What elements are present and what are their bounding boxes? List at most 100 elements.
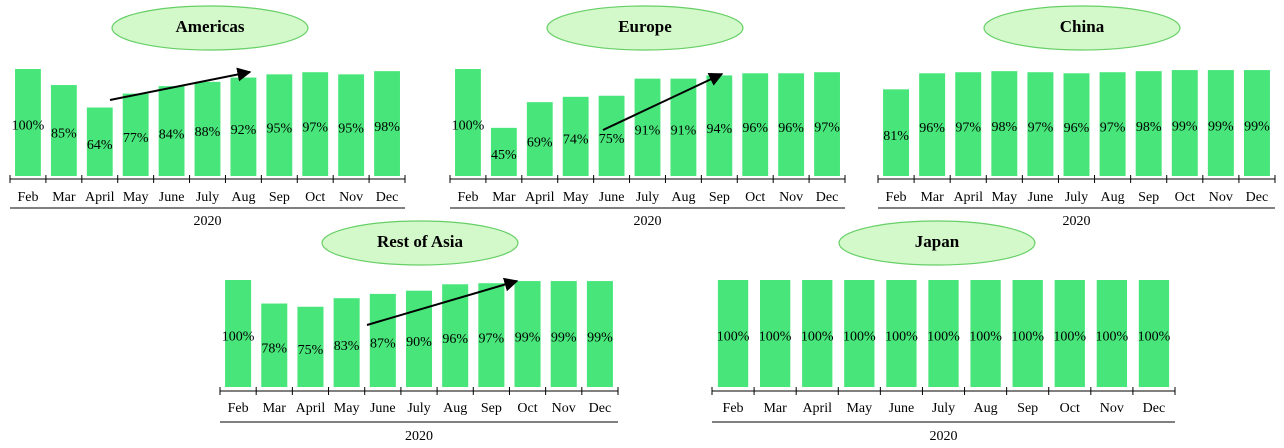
chart-title: Rest of Asia <box>377 232 463 251</box>
value-label: 98% <box>991 120 1017 135</box>
charts: Americas 100% Feb 85% Mar 64% April 77% May 84% Ju… <box>9 5 1276 444</box>
bar <box>802 280 833 387</box>
x-tick-label: Sep <box>269 190 290 205</box>
value-label: 99% <box>1208 119 1234 134</box>
value-label: 98% <box>374 120 400 135</box>
x-tick-label: April <box>953 190 983 205</box>
x-tick-label: June <box>889 401 915 416</box>
bar <box>158 86 185 176</box>
x-tick-label: Nov <box>779 190 803 205</box>
title-badge <box>838 220 1036 266</box>
value-label: 99% <box>1244 119 1270 134</box>
x-tick-label: July <box>1065 190 1088 205</box>
x-tick-label: Oct <box>1175 190 1195 205</box>
trend-arrow <box>602 73 724 131</box>
value-label: 95% <box>338 121 364 136</box>
x-tick-label: Feb <box>723 401 744 416</box>
bar <box>374 71 400 176</box>
value-label: 83% <box>334 339 360 354</box>
x-tick-label: Nov <box>552 401 576 416</box>
value-label: 100% <box>843 330 876 345</box>
value-label: 99% <box>551 330 577 345</box>
bar <box>991 71 1018 176</box>
bar <box>759 280 791 387</box>
chart-title: Americas <box>176 17 245 36</box>
value-label: 91% <box>671 124 697 139</box>
x-tick-label: Aug <box>231 190 255 205</box>
x-tick-label: Mar <box>763 401 787 416</box>
value-label: 99% <box>515 330 541 345</box>
value-label: 100% <box>759 330 792 345</box>
bar <box>261 303 288 387</box>
bar <box>919 73 946 176</box>
x-tick-label: June <box>370 401 396 416</box>
bar <box>225 280 252 387</box>
bar <box>15 69 41 176</box>
value-label: 95% <box>266 121 292 136</box>
bar <box>634 78 661 176</box>
x-tick-label: Dec <box>589 401 612 416</box>
value-label: 96% <box>919 121 945 136</box>
x-tick-label: Aug <box>974 401 998 416</box>
x-tick-label: July <box>636 190 659 205</box>
value-label: 94% <box>706 122 732 137</box>
x-axis-label: 2020 <box>405 429 433 444</box>
bar <box>490 127 517 176</box>
value-label: 100% <box>969 330 1002 345</box>
bar <box>526 102 553 176</box>
value-label: 81% <box>883 129 909 144</box>
bar <box>706 75 733 176</box>
title-badge <box>983 5 1181 51</box>
x-axis-label: 2020 <box>634 214 662 229</box>
bar <box>598 95 625 176</box>
x-tick-label: June <box>159 190 185 205</box>
x-tick-label: May <box>991 190 1017 205</box>
bar <box>670 78 697 176</box>
trend-arrow <box>366 277 519 326</box>
x-tick-label: Oct <box>1060 401 1080 416</box>
value-label: 75% <box>298 343 324 358</box>
value-label: 100% <box>1138 330 1171 345</box>
value-label: 96% <box>742 121 768 136</box>
bar <box>86 107 113 176</box>
bar <box>1243 70 1270 176</box>
title-badge <box>111 5 309 51</box>
value-label: 100% <box>801 330 834 345</box>
value-label: 100% <box>1096 330 1129 345</box>
bar <box>1012 280 1043 387</box>
x-tick-label: April <box>85 190 115 205</box>
chart-title: Europe <box>618 17 672 36</box>
value-label: 97% <box>1028 120 1054 135</box>
x-tick-label: Sep <box>709 190 730 205</box>
x-axis-label: 2020 <box>930 429 958 444</box>
value-label: 97% <box>955 120 981 135</box>
x-tick-label: Nov <box>339 190 363 205</box>
value-label: 97% <box>302 120 328 135</box>
value-label: 100% <box>1053 330 1086 345</box>
value-label: 87% <box>370 337 396 352</box>
bar <box>886 280 917 387</box>
x-axis-label: 2020 <box>1063 214 1091 229</box>
bar <box>297 306 324 387</box>
x-tick-label: Mar <box>920 190 944 205</box>
x-tick-label: Sep <box>1138 190 1159 205</box>
x-tick-label: Feb <box>228 401 249 416</box>
value-label: 91% <box>635 124 661 139</box>
x-tick-label: Sep <box>1017 401 1038 416</box>
bar <box>122 93 149 176</box>
bar <box>1054 280 1085 387</box>
x-tick-label: Aug <box>1101 190 1125 205</box>
x-tick-label: July <box>407 401 430 416</box>
x-tick-label: Dec <box>1246 190 1269 205</box>
bar <box>302 72 329 176</box>
bar <box>266 74 293 176</box>
bar <box>970 280 1001 387</box>
bar <box>742 73 769 176</box>
x-tick-label: April <box>525 190 555 205</box>
value-label: 45% <box>491 148 517 163</box>
x-tick-label: Dec <box>816 190 839 205</box>
bar <box>1096 280 1128 387</box>
bar <box>230 77 257 176</box>
x-tick-label: Oct <box>745 190 765 205</box>
